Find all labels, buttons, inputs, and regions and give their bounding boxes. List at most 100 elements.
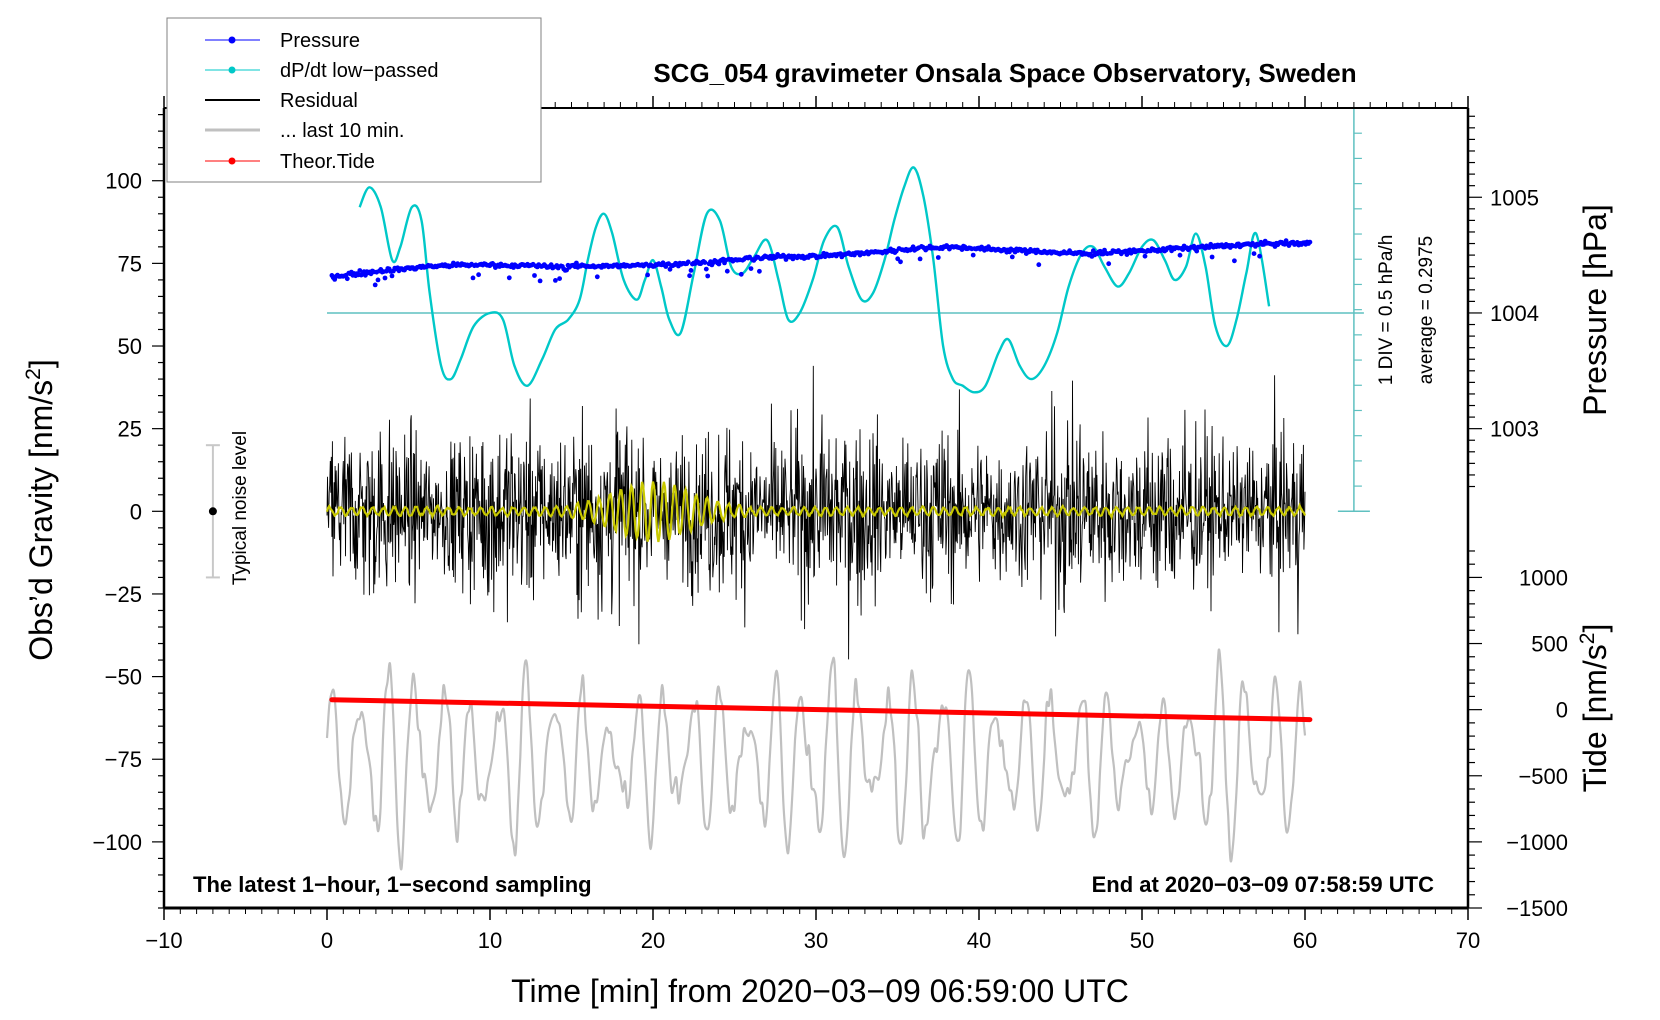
pressure-point — [375, 277, 381, 283]
pressure-point — [476, 272, 481, 278]
series-residual-line — [326, 365, 1306, 660]
x-tick-label: 10 — [478, 928, 502, 953]
legend-item-tide: Theor.Tide — [205, 151, 375, 173]
pressure-point — [532, 273, 537, 278]
pressure-point — [1209, 254, 1215, 260]
pressure-point — [688, 268, 694, 273]
pressure-point — [917, 256, 923, 262]
chart-title: SCG_054 gravimeter Onsala Space Observat… — [653, 58, 1356, 88]
legend-marker-dpdt — [228, 66, 236, 74]
legend-item-last10: ... last 10 min. — [205, 120, 405, 142]
x-tick-label: 70 — [1456, 928, 1480, 953]
pressure-point — [382, 275, 388, 281]
y-tick-label-left: 100 — [105, 169, 142, 194]
legend-label-last10: ... last 10 min. — [280, 120, 405, 142]
legend-item-dpdt: dP/dt low−passed — [205, 60, 438, 82]
pressure-point — [1177, 252, 1183, 258]
y-tick-label-pressure: 1004 — [1490, 301, 1539, 326]
series-dpdt-line — [358, 166, 1271, 394]
series-pressure-points — [329, 238, 1313, 288]
y-axis-title-pressure: Pressure [hPa] — [1577, 204, 1613, 416]
pressure-point — [645, 272, 650, 278]
pressure-point — [1142, 253, 1148, 259]
y-tick-label-tide: −500 — [1518, 764, 1568, 789]
y-tick-label-left: −75 — [105, 747, 142, 772]
pressure-point — [470, 275, 476, 281]
legend-label-tide: Theor.Tide — [280, 151, 375, 173]
pressure-point — [757, 268, 762, 274]
pressure-point — [667, 266, 673, 272]
series-theor-tide-line — [329, 697, 1313, 723]
dpdt-average-label: average = 0.2975 — [1416, 236, 1437, 384]
y-tick-label-tide: 0 — [1556, 698, 1568, 723]
pressure-point — [389, 273, 395, 279]
legend-item-pressure: Pressure — [205, 30, 360, 52]
pressure-point — [372, 282, 378, 288]
pressure-point — [1009, 254, 1015, 260]
y-axis-title-tide-sup: 2 — [1576, 633, 1599, 645]
pressure-point — [1257, 253, 1262, 259]
pressure-point — [1251, 251, 1257, 256]
plot-area — [205, 107, 1370, 871]
pressure-point — [1124, 252, 1130, 257]
y-axis-title-tide-base: Tide [nm/s — [1577, 644, 1613, 792]
pressure-point — [537, 278, 543, 284]
y-tick-label-left: 25 — [118, 417, 142, 442]
y-axis-title-tide: Tide [nm/s2] — [1576, 624, 1613, 793]
dpdt-division-label: 1 DIV = 0.5 hPa/h — [1376, 235, 1397, 386]
y-tick-label-left: 75 — [118, 251, 142, 276]
y-tick-label-tide: −1500 — [1506, 896, 1568, 921]
x-tick-label: 30 — [804, 928, 828, 953]
pressure-point — [344, 276, 350, 282]
y-tick-label-tide: −1000 — [1506, 830, 1568, 855]
pressure-point — [1036, 262, 1042, 268]
series-last-10-min-line — [325, 648, 1307, 871]
annotation-end-time: End at 2020−03−09 07:58:59 UTC — [1092, 872, 1435, 897]
y-tick-label-left: −50 — [105, 665, 142, 690]
legend-item-residual: Residual — [205, 90, 358, 112]
x-tick-label: 20 — [641, 928, 665, 953]
legend-label-residual: Residual — [280, 90, 358, 112]
y-axis-title-left: Obs’d Gravity [nm/s2] — [22, 359, 59, 661]
legend-marker-pressure — [228, 36, 236, 44]
pressure-point — [738, 271, 744, 277]
pressure-point — [506, 275, 512, 281]
legend: Pressure dP/dt low−passed Residual ... l… — [166, 17, 542, 183]
pressure-point — [898, 259, 903, 265]
pressure-point — [553, 278, 558, 283]
pressure-point — [687, 273, 692, 279]
pressure-point — [702, 260, 708, 265]
legend-marker-tide — [228, 157, 236, 165]
x-tick-label: 60 — [1293, 928, 1317, 953]
pressure-point — [705, 273, 711, 279]
y-tick-label-left: −100 — [92, 830, 142, 855]
pressure-point — [557, 276, 562, 281]
y-tick-label-left: 50 — [118, 334, 142, 359]
y-tick-label-left: −25 — [105, 582, 142, 607]
y-axis-title-left-tail: ] — [23, 359, 59, 368]
y-tick-label-tide: 500 — [1531, 632, 1568, 657]
pressure-point — [1250, 240, 1255, 246]
y-axis-title-left-base: Obs’d Gravity [nm/s — [23, 380, 59, 661]
x-axis-title: Time [min] from 2020−03−09 06:59:00 UTC — [511, 973, 1129, 1009]
pressure-point — [895, 256, 901, 262]
pressure-point — [1106, 261, 1112, 267]
pressure-point — [594, 274, 600, 280]
series-residual-lowpassed-line — [325, 481, 1307, 543]
noise-level-label: Typical noise level — [230, 431, 251, 585]
legend-label-pressure: Pressure — [280, 30, 360, 52]
pressure-point — [1194, 248, 1200, 254]
pressure-point — [935, 255, 941, 260]
pressure-point — [724, 268, 730, 274]
pressure-point — [970, 252, 976, 258]
pressure-point — [685, 259, 691, 265]
pressure-point — [357, 268, 363, 273]
pressure-point — [703, 266, 709, 272]
y-axis-title-tide-tail: ] — [1577, 624, 1613, 633]
y-axis-title-left-sup: 2 — [22, 368, 45, 380]
pressure-point — [1307, 239, 1313, 245]
x-tick-label: −10 — [145, 928, 182, 953]
x-tick-label: 50 — [1130, 928, 1154, 953]
x-tick-label: 40 — [967, 928, 991, 953]
